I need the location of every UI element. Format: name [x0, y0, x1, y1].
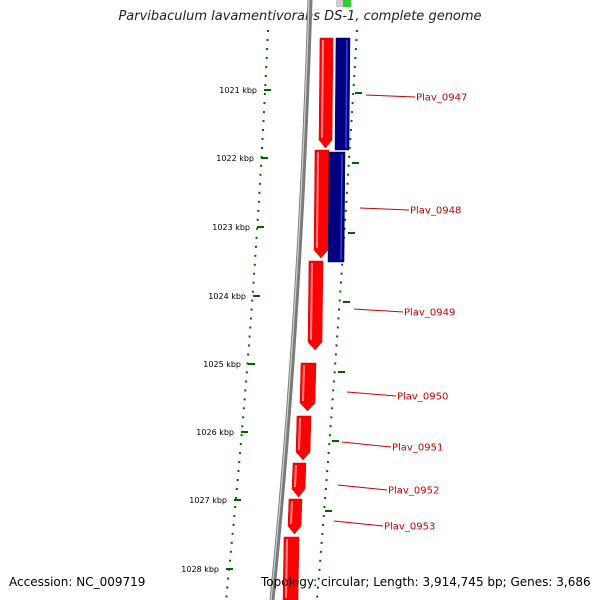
genome-backbone-highlight: [270, 0, 310, 600]
gene-highlight: [345, 39, 348, 149]
ruler-label: 1023 kbp: [212, 223, 250, 232]
reverse-gene-arrow: [334, 37, 351, 151]
ruler-label: 1026 kbp: [196, 428, 234, 437]
gene-leader-line: [359, 207, 410, 211]
accession-text: Accession: NC_009719: [9, 575, 146, 589]
gene-label: Plav_0953: [384, 522, 435, 533]
ruler-label: 1025 kbp: [203, 360, 241, 369]
outer-ruler-dots: [316, 29, 358, 600]
top-marker-grey: [336, 0, 343, 7]
ruler-label: 1022 kbp: [216, 154, 254, 163]
gene-leader-line: [353, 308, 404, 313]
gene-label: Plav_0949: [404, 308, 455, 319]
gene-highlight: [321, 39, 324, 139]
inner-ruler-dots: [225, 29, 269, 600]
gene-highlight: [316, 151, 319, 249]
gene-leader-line: [333, 520, 384, 527]
gene-leader-line: [341, 441, 392, 448]
gene-label: Plav_0951: [392, 443, 443, 454]
gene-leader-line: [365, 94, 416, 98]
ruler-label: 1027 kbp: [189, 496, 227, 505]
gene-leader-line: [346, 391, 397, 397]
genome-summary-text: Topology: circular; Length: 3,914,745 bp…: [261, 575, 591, 589]
top-marker-green: [343, 0, 351, 7]
gene-highlight: [302, 364, 305, 402]
gene-label: Plav_0948: [410, 206, 461, 217]
gene-highlight: [298, 417, 301, 451]
gene-highlight: [294, 464, 297, 488]
gene-label: Plav_0947: [416, 93, 467, 104]
forward-gene-arrow: [295, 415, 312, 461]
ruler-label: 1024 kbp: [208, 292, 246, 301]
gene-highlight: [290, 500, 293, 525]
gene-highlight: [310, 262, 313, 341]
gene-leader-line: [337, 484, 388, 491]
ruler-label: 1021 kbp: [219, 86, 257, 95]
gene-highlight: [285, 538, 288, 599]
gene-label: Plav_0952: [388, 486, 439, 497]
genome-backbone: [269, 0, 313, 600]
gene-highlight: [340, 153, 343, 261]
ruler-label: 1028 kbp: [181, 565, 219, 574]
forward-gene-arrow: [287, 498, 303, 535]
gene-label: Plav_0950: [397, 392, 448, 403]
map-title: Parvibaculum lavamentivorans DS-1, compl…: [118, 9, 482, 24]
forward-gene-arrow: [291, 462, 307, 498]
